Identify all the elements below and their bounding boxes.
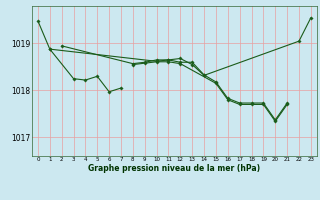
X-axis label: Graphe pression niveau de la mer (hPa): Graphe pression niveau de la mer (hPa) xyxy=(88,164,260,173)
